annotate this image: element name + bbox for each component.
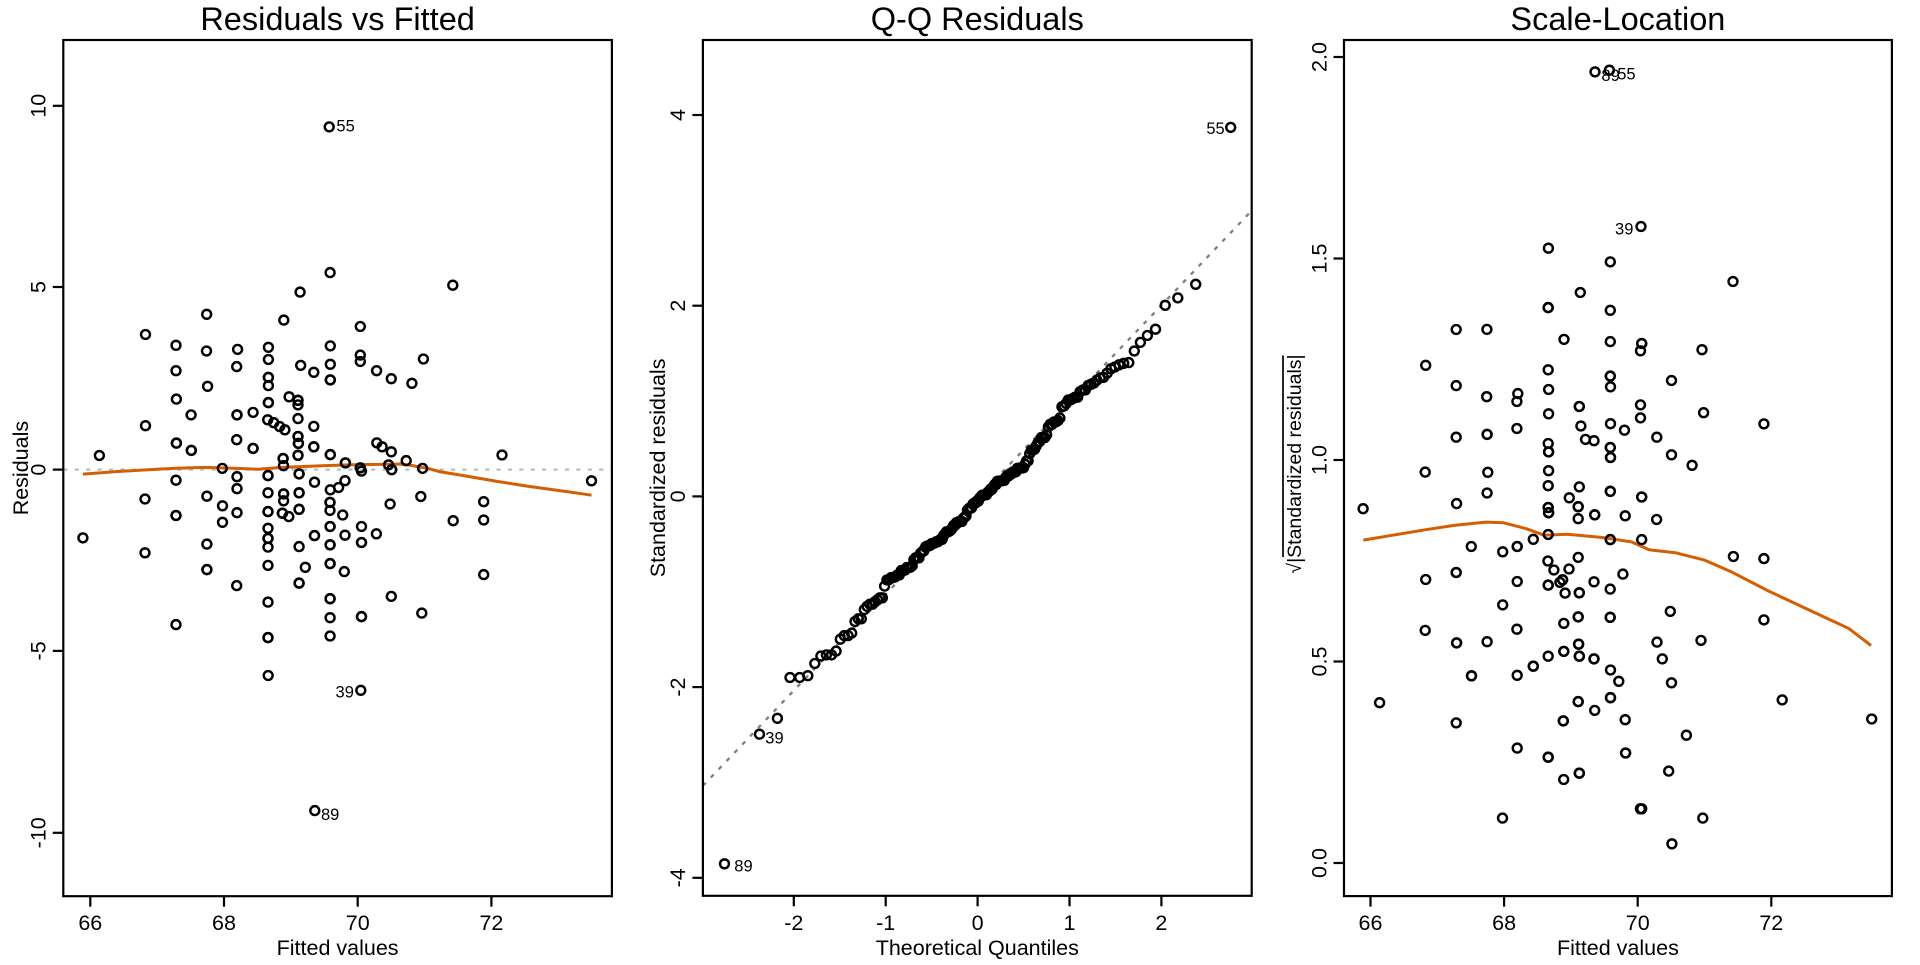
svg-text:39: 39 — [336, 683, 354, 701]
svg-text:-2: -2 — [666, 678, 690, 697]
svg-text:√|Standardized residuals|: √|Standardized residuals| — [1284, 354, 1306, 573]
svg-text:0: 0 — [27, 464, 51, 476]
svg-text:72: 72 — [1759, 911, 1783, 935]
svg-text:Residuals vs Fitted: Residuals vs Fitted — [200, 1, 475, 37]
svg-text:89: 89 — [321, 806, 339, 824]
svg-text:0.5: 0.5 — [1308, 647, 1332, 677]
svg-text:Fitted values: Fitted values — [1557, 936, 1679, 960]
svg-text:10: 10 — [27, 94, 51, 118]
svg-text:0: 0 — [972, 911, 984, 935]
svg-text:1.5: 1.5 — [1308, 244, 1332, 274]
svg-text:1: 1 — [1064, 911, 1076, 935]
svg-text:Standardized residuals: Standardized residuals — [646, 359, 670, 578]
svg-text:Theoretical Quantiles: Theoretical Quantiles — [876, 936, 1079, 960]
svg-text:55: 55 — [1206, 120, 1224, 138]
svg-text:Fitted values: Fitted values — [277, 936, 399, 960]
svg-text:2: 2 — [666, 300, 690, 312]
svg-text:0: 0 — [666, 490, 690, 502]
svg-text:66: 66 — [1359, 911, 1383, 935]
svg-text:Scale-Location: Scale-Location — [1510, 1, 1725, 37]
svg-text:0.0: 0.0 — [1308, 848, 1332, 878]
svg-text:39: 39 — [765, 730, 783, 748]
svg-text:66: 66 — [78, 911, 102, 935]
svg-text:2: 2 — [1155, 911, 1167, 935]
svg-text:70: 70 — [1626, 911, 1650, 935]
svg-text:72: 72 — [479, 911, 503, 935]
svg-text:-5: -5 — [27, 641, 51, 660]
svg-text:2.0: 2.0 — [1308, 42, 1332, 72]
svg-text:89: 89 — [734, 857, 752, 875]
svg-text:68: 68 — [212, 911, 236, 935]
svg-text:68: 68 — [1492, 911, 1516, 935]
svg-text:-4: -4 — [666, 868, 690, 887]
svg-text:-1: -1 — [876, 911, 895, 935]
svg-text:4: 4 — [666, 109, 690, 121]
svg-text:-2: -2 — [784, 911, 803, 935]
svg-text:Residuals: Residuals — [9, 421, 33, 515]
svg-text:-10: -10 — [27, 817, 51, 848]
svg-text:55: 55 — [336, 118, 354, 136]
svg-text:70: 70 — [346, 911, 370, 935]
svg-text:55: 55 — [1617, 65, 1635, 83]
svg-text:39: 39 — [1615, 221, 1633, 239]
svg-text:89: 89 — [1601, 67, 1619, 85]
svg-text:Q-Q Residuals: Q-Q Residuals — [871, 1, 1084, 37]
svg-text:1.0: 1.0 — [1308, 445, 1332, 475]
svg-text:5: 5 — [27, 281, 51, 293]
